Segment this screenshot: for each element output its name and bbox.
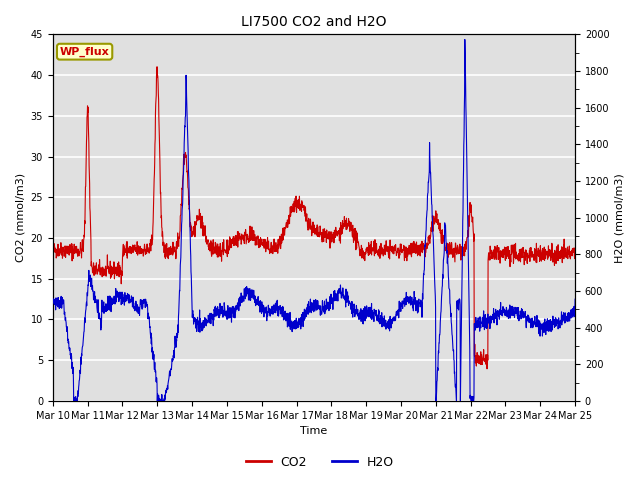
X-axis label: Time: Time [300,426,328,436]
Y-axis label: CO2 (mmol/m3): CO2 (mmol/m3) [15,173,25,262]
Legend: CO2, H2O: CO2, H2O [241,451,399,474]
Text: WP_flux: WP_flux [60,47,109,57]
Y-axis label: H2O (mmol/m3): H2O (mmol/m3) [615,173,625,263]
Title: LI7500 CO2 and H2O: LI7500 CO2 and H2O [241,15,387,29]
